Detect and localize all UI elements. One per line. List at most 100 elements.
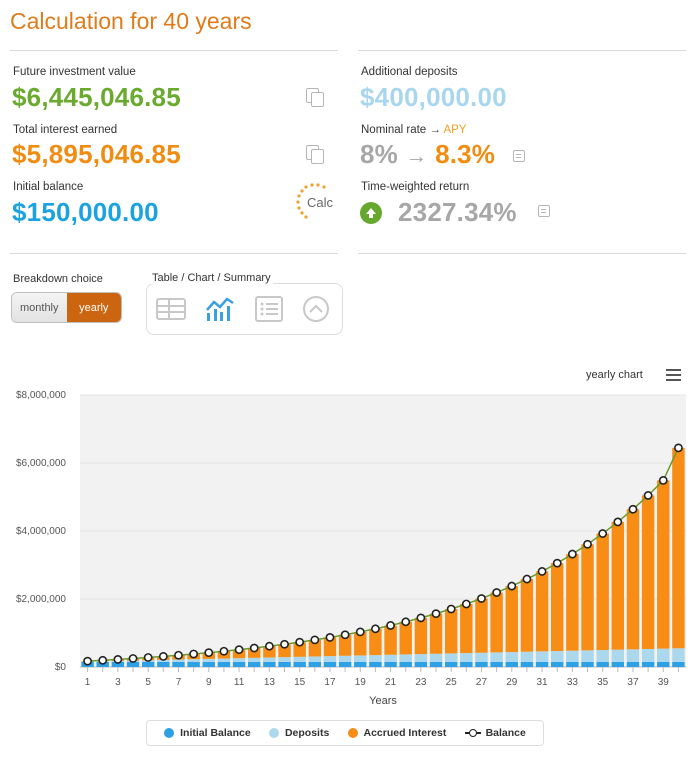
bar-initial-balance [520, 661, 534, 667]
menu-icon[interactable] [666, 369, 681, 381]
x-tick-label: 1 [85, 677, 91, 688]
balance-point [128, 654, 138, 663]
bar-accrued-interest [323, 637, 337, 657]
bar-deposits [248, 657, 261, 662]
balance-point [416, 613, 426, 623]
x-tick-label: 33 [567, 677, 579, 688]
bar-accrued-interest [384, 625, 397, 655]
bar-accrued-interest [581, 544, 594, 651]
balance-point [355, 627, 365, 637]
balance-point [401, 617, 411, 627]
balance-point [643, 491, 653, 500]
bar-deposits [323, 656, 337, 662]
x-tick-label: 3 [115, 677, 121, 688]
balance-point [598, 529, 608, 538]
legend-balance[interactable]: Balance [464, 727, 526, 739]
balance-point [189, 649, 199, 659]
bar-accrued-interest [278, 644, 291, 658]
table-icon[interactable] [155, 294, 187, 324]
bar-initial-balance [263, 661, 276, 667]
balance-point [583, 539, 592, 549]
breakdown-toggle[interactable]: monthly yearly [11, 292, 122, 323]
balance-point [249, 643, 259, 653]
bar-initial-balance [626, 661, 640, 667]
bar-initial-balance [581, 661, 594, 667]
balance-point [477, 594, 486, 603]
balance-point [325, 633, 335, 642]
bar-deposits [535, 651, 549, 662]
info-icon[interactable] [513, 150, 525, 162]
bar-deposits [384, 654, 397, 662]
bar-accrued-interest [657, 480, 670, 649]
balance-point [83, 656, 92, 666]
balance-point [340, 630, 350, 640]
bar-deposits [308, 656, 322, 662]
bar-initial-balance [217, 661, 231, 667]
page-title: Calculation for 40 years [10, 8, 252, 34]
bar-initial-balance [641, 661, 655, 667]
divider [358, 50, 686, 51]
x-tick-label: 9 [206, 677, 212, 688]
calc-logo: Calc [296, 183, 334, 219]
bar-deposits [490, 652, 503, 662]
bar-deposits [475, 652, 488, 662]
bar-initial-balance [444, 661, 458, 667]
total-interest-label: Total interest earned [13, 124, 118, 136]
chart-legend: Initial Balance Deposits Accrued Interes… [146, 720, 544, 746]
copy-icon[interactable] [306, 88, 324, 107]
balance-point [174, 650, 183, 660]
bar-deposits [566, 650, 579, 662]
bar-accrued-interest [626, 509, 640, 650]
additional-deposits-amount: $400,000.00 [360, 82, 507, 112]
bar-accrued-interest [263, 646, 276, 658]
balance-point [628, 504, 638, 514]
bar-deposits [414, 654, 428, 662]
bar-initial-balance [414, 661, 428, 667]
info-icon[interactable] [538, 205, 550, 217]
bar-deposits [460, 653, 473, 662]
balance-line [87, 447, 680, 662]
bar-accrued-interest [505, 586, 518, 653]
bar-initial-balance [354, 661, 367, 667]
yearly-option[interactable]: yearly [66, 293, 121, 322]
bar-deposits [596, 650, 609, 662]
bar-accrued-interest [520, 579, 534, 652]
y-tick-label: $0 [55, 662, 67, 673]
legend-deposits[interactable]: Deposits [268, 727, 329, 739]
bar-accrued-interest [551, 563, 564, 652]
bar-deposits [551, 651, 564, 662]
view-selector-label: Table / Chart / Summary [150, 272, 273, 284]
bar-initial-balance [308, 661, 322, 667]
legend-initial-balance[interactable]: Initial Balance [164, 727, 251, 739]
balance-point [446, 604, 456, 614]
x-axis-title: Years [369, 695, 397, 707]
balance-point [234, 645, 244, 655]
breakdown-label: Breakdown choice [13, 273, 103, 285]
collapse-up-icon[interactable] [300, 294, 332, 324]
bar-accrued-interest [429, 613, 443, 654]
balance-point [310, 635, 320, 645]
x-tick-label: 11 [234, 677, 245, 688]
bar-deposits [232, 658, 246, 662]
bar-accrued-interest [475, 598, 488, 653]
summary-list-icon[interactable] [253, 294, 285, 324]
balance-point [158, 651, 168, 661]
bar-deposits [157, 659, 170, 662]
legend-accrued-interest[interactable]: Accrued Interest [347, 727, 446, 739]
monthly-option[interactable]: monthly [12, 293, 67, 322]
x-tick-label: 37 [627, 677, 639, 688]
twr-label: Time-weighted return [361, 181, 470, 193]
balance-point [143, 653, 153, 662]
x-tick-label: 21 [385, 677, 397, 688]
chart-icon[interactable] [204, 294, 236, 324]
bar-deposits [657, 648, 670, 662]
balance-point [113, 655, 123, 664]
x-tick-label: 31 [537, 677, 549, 688]
bar-initial-balance [672, 661, 685, 667]
arrow-up-icon [360, 202, 382, 224]
copy-icon[interactable] [306, 145, 324, 164]
bar-initial-balance [596, 661, 609, 667]
y-tick-label: $8,000,000 [16, 390, 66, 401]
bar-initial-balance [369, 661, 382, 667]
bar-accrued-interest [399, 621, 412, 655]
